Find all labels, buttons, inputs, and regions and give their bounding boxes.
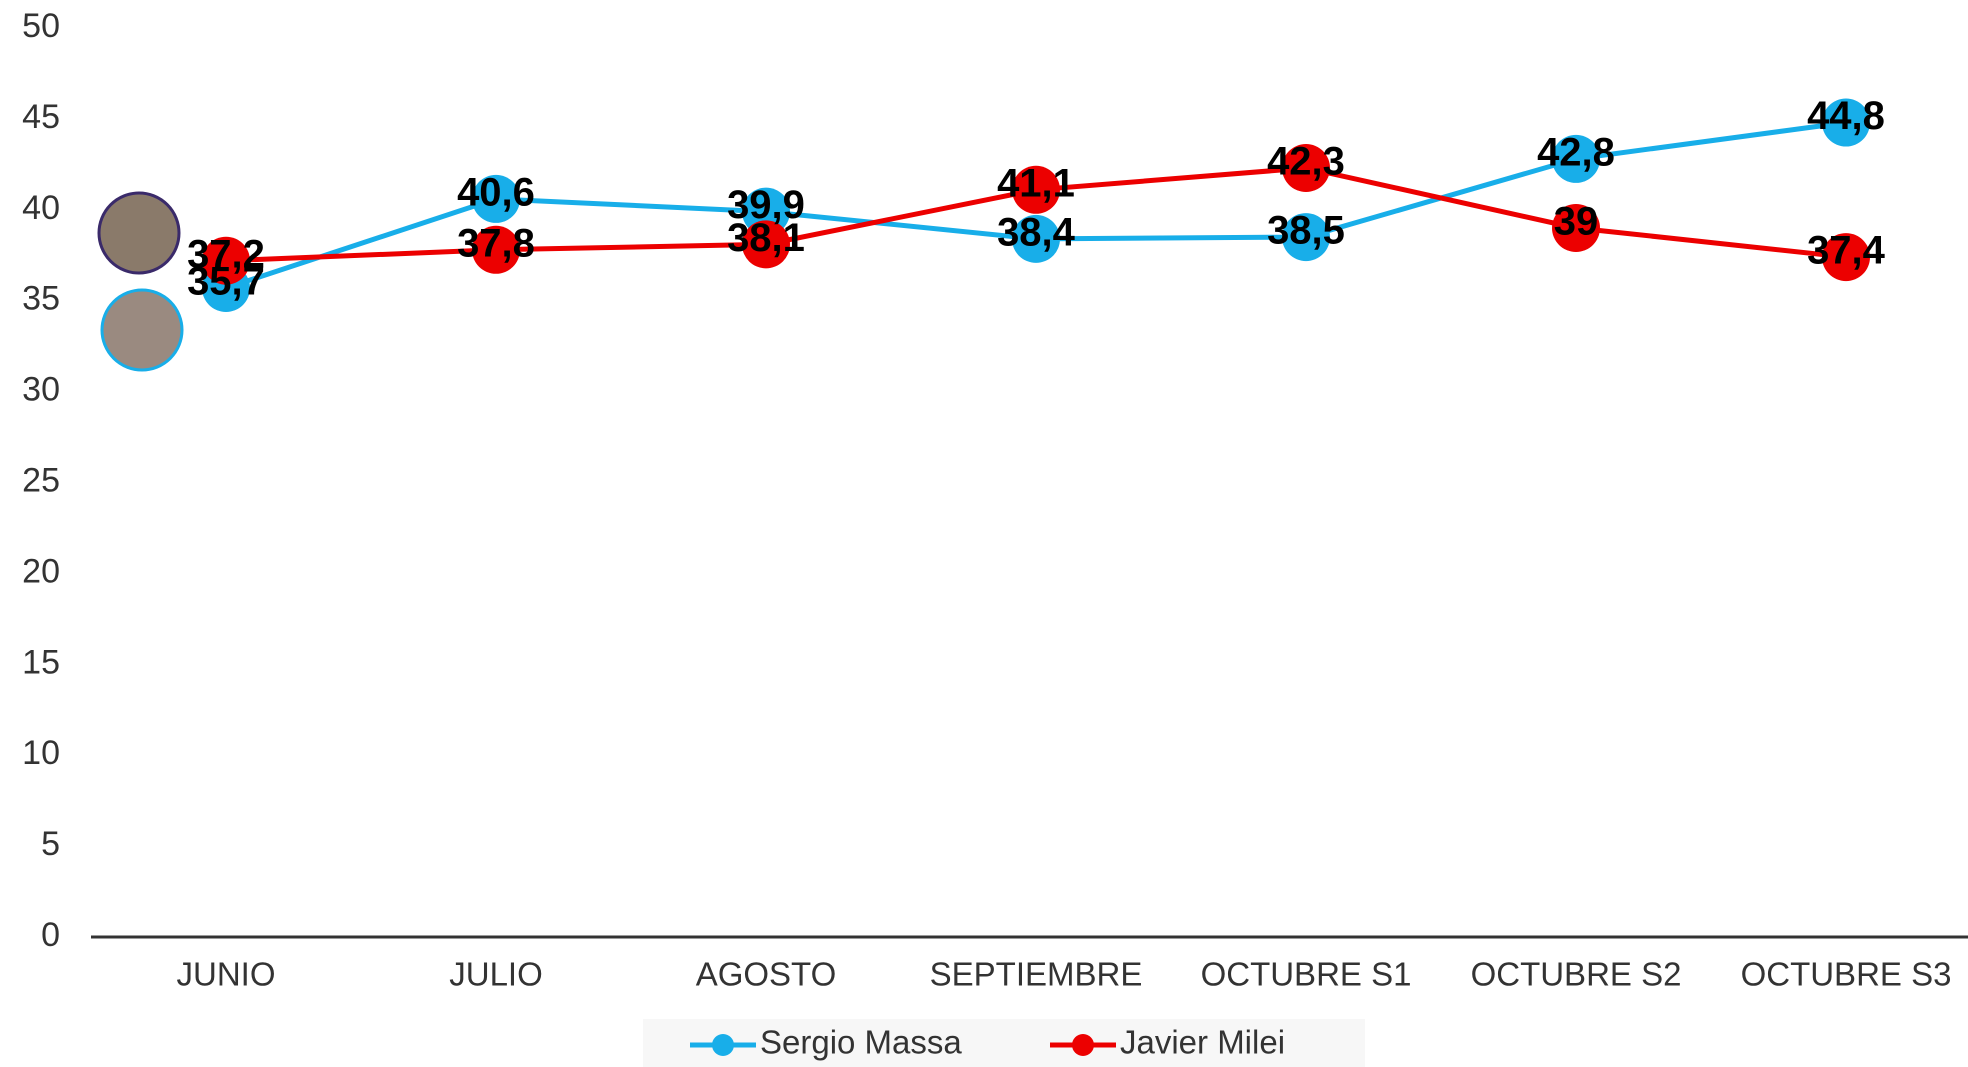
portrait-massa [100, 288, 184, 372]
y-tick-label: 25 [22, 461, 60, 499]
y-tick-label: 20 [22, 552, 60, 590]
x-tick-label: SEPTIEMBRE [930, 956, 1143, 993]
data-label: 38,1 [727, 216, 805, 260]
y-tick-label: 35 [22, 280, 60, 318]
legend-marker [1072, 1034, 1094, 1056]
y-tick-label: 45 [22, 98, 60, 136]
y-tick-label: 10 [22, 734, 60, 772]
marker [1282, 213, 1330, 262]
y-tick-label: 50 [22, 7, 60, 45]
marker [202, 236, 250, 285]
legend-marker [712, 1034, 734, 1056]
marker [742, 220, 790, 269]
marker [1282, 143, 1330, 192]
data-label: 38,5 [1267, 209, 1345, 253]
marker [1552, 203, 1600, 252]
x-tick-label: JULIO [449, 956, 543, 993]
legend-label: Sergio Massa [760, 1024, 962, 1061]
data-label: 37,2 [187, 232, 265, 276]
x-tick-label: OCTUBRE S3 [1741, 956, 1952, 993]
marker [1822, 233, 1870, 282]
data-label: 42,3 [1267, 140, 1345, 184]
data-label: 37,8 [457, 221, 535, 265]
y-tick-label: 40 [22, 189, 60, 227]
marker [472, 225, 520, 274]
data-label: 35,7 [187, 260, 265, 304]
x-tick-label: JUNIO [177, 956, 276, 993]
x-tick-label: OCTUBRE S1 [1201, 956, 1412, 993]
x-tick-label: AGOSTO [696, 956, 837, 993]
data-label: 44,8 [1807, 94, 1885, 138]
y-tick-label: 30 [22, 371, 60, 409]
x-tick-label: OCTUBRE S2 [1471, 956, 1682, 993]
y-tick-label: 5 [41, 825, 60, 863]
legend-box [643, 1019, 1365, 1067]
data-label: 42,8 [1537, 130, 1615, 174]
y-tick-label: 0 [41, 916, 60, 954]
marker [1012, 214, 1060, 263]
portrait-milei [97, 191, 181, 275]
data-label: 39,9 [727, 183, 805, 227]
data-label: 41,1 [997, 161, 1075, 205]
marker [472, 174, 520, 223]
y-tick-label: 15 [22, 643, 60, 681]
data-label: 40,6 [457, 170, 535, 214]
legend-label: Javier Milei [1120, 1024, 1285, 1061]
data-label: 39 [1554, 200, 1599, 244]
marker [1012, 165, 1060, 214]
marker [1552, 134, 1600, 183]
data-label: 37,4 [1807, 229, 1886, 273]
marker [1822, 98, 1870, 147]
data-label: 38,4 [997, 210, 1076, 254]
